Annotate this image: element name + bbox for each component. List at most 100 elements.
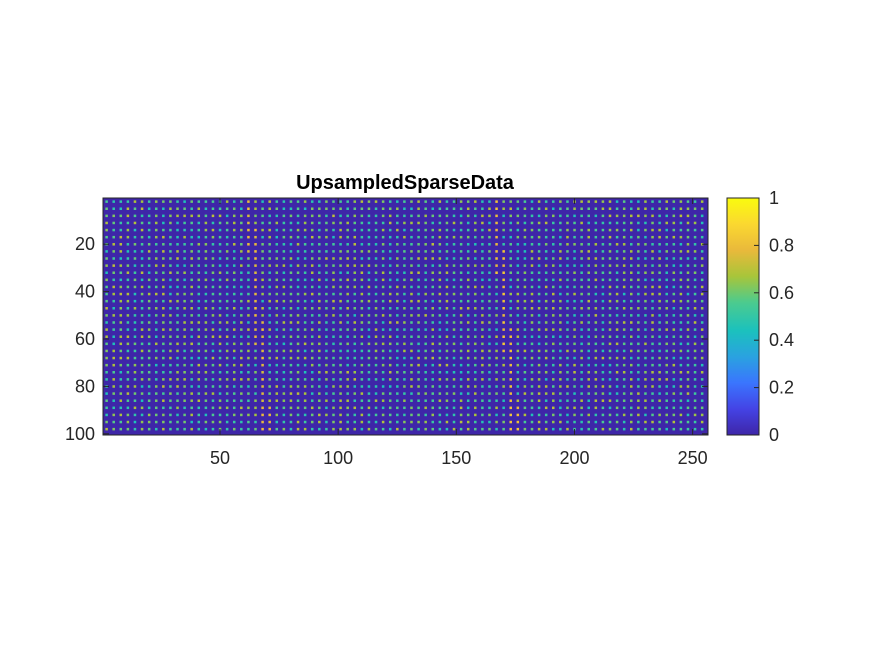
heatmap-cell	[325, 250, 328, 253]
heatmap-cell	[310, 420, 314, 424]
heatmap-cell	[296, 363, 300, 367]
heatmap-cell	[261, 342, 264, 346]
heatmap-cell	[658, 200, 661, 203]
heatmap-cell	[360, 420, 364, 424]
heatmap-cell	[268, 420, 271, 424]
heatmap-cell	[176, 335, 179, 338]
heatmap-cell	[495, 243, 498, 246]
heatmap-cell	[587, 371, 590, 374]
heatmap-cell	[119, 406, 123, 410]
heatmap-cell	[544, 243, 548, 246]
heatmap-cell	[566, 285, 569, 289]
heatmap-cell	[112, 314, 115, 317]
heatmap-cell	[644, 413, 647, 417]
heatmap-cell	[197, 399, 201, 402]
heatmap-cell	[197, 228, 201, 232]
heatmap-cell	[183, 371, 186, 374]
heatmap-cell	[488, 200, 491, 203]
heatmap-cell	[367, 228, 371, 232]
heatmap-cell	[615, 299, 619, 303]
heatmap-cell	[509, 271, 512, 274]
heatmap-cell	[261, 427, 264, 431]
heatmap-cell	[615, 349, 619, 353]
heatmap-cell	[658, 292, 661, 296]
heatmap-cell	[459, 378, 463, 381]
heatmap-cell	[587, 378, 590, 381]
heatmap-cell	[126, 307, 130, 310]
heatmap-cell	[289, 271, 293, 274]
heatmap-cell	[396, 406, 399, 410]
heatmap-cell	[566, 349, 569, 353]
heatmap-cell	[630, 307, 633, 310]
heatmap-cell	[240, 363, 243, 367]
heatmap-cell	[686, 328, 690, 331]
heatmap-cell	[495, 427, 498, 431]
heatmap-cell	[530, 371, 534, 374]
heatmap-cell	[488, 342, 491, 346]
heatmap-cell	[367, 413, 371, 417]
heatmap-cell	[289, 371, 293, 374]
heatmap-cell	[396, 321, 399, 324]
heatmap-cell	[254, 342, 257, 346]
heatmap-cell	[105, 228, 108, 232]
heatmap-cell	[566, 278, 569, 282]
heatmap-cell	[509, 328, 512, 331]
heatmap-cell	[296, 392, 300, 395]
heatmap-cell	[637, 200, 640, 203]
heatmap-cell	[268, 406, 271, 410]
heatmap-cell	[637, 378, 640, 381]
heatmap-cell	[374, 292, 378, 296]
heatmap-cell	[218, 420, 222, 424]
heatmap-cell	[516, 378, 520, 381]
heatmap-cell	[601, 228, 605, 232]
heatmap-cell	[126, 371, 130, 374]
heatmap-cell	[523, 299, 527, 303]
heatmap-cell	[594, 250, 598, 253]
heatmap-cell	[403, 235, 406, 239]
heatmap-cell	[700, 292, 704, 296]
heatmap-cell	[240, 285, 243, 289]
heatmap-cell	[516, 264, 520, 267]
heatmap-cell	[360, 378, 364, 381]
heatmap-cell	[474, 406, 477, 410]
heatmap-cell	[608, 250, 612, 253]
heatmap-cell	[672, 342, 676, 346]
heatmap-cell	[360, 200, 364, 203]
heatmap-cell	[445, 264, 449, 267]
heatmap-cell	[318, 243, 321, 246]
heatmap-cell	[162, 257, 165, 260]
heatmap-cell	[105, 363, 108, 367]
heatmap-cell	[339, 420, 342, 424]
heatmap-cell	[112, 371, 115, 374]
heatmap-cell	[651, 321, 654, 324]
heatmap-cell	[530, 385, 534, 388]
heatmap-cell	[481, 250, 484, 253]
heatmap-cell	[424, 335, 427, 338]
heatmap-cell	[176, 243, 179, 246]
heatmap-cell	[679, 278, 683, 282]
heatmap-cell	[573, 420, 576, 424]
heatmap-cell	[240, 427, 243, 431]
heatmap-cell	[318, 228, 321, 232]
heatmap-cell	[268, 328, 271, 331]
heatmap-cell	[608, 321, 612, 324]
heatmap-cell	[282, 207, 286, 210]
heatmap-cell	[318, 427, 321, 431]
heatmap-cell	[367, 378, 371, 381]
heatmap-cell	[566, 363, 569, 367]
heatmap-cell	[566, 420, 569, 424]
heatmap-cell	[417, 335, 420, 338]
heatmap-cell	[495, 342, 498, 346]
heatmap-cell	[488, 207, 491, 210]
heatmap-cell	[530, 235, 534, 239]
heatmap-cell	[566, 378, 569, 381]
heatmap-cell	[544, 413, 548, 417]
heatmap-cell	[481, 200, 484, 203]
heatmap-cell	[381, 235, 385, 239]
heatmap-cell	[608, 356, 612, 360]
heatmap-cell	[140, 243, 144, 246]
heatmap-cell	[176, 399, 179, 402]
heatmap-cell	[204, 363, 208, 367]
heatmap-cell	[559, 299, 562, 303]
heatmap-cell	[622, 349, 626, 353]
